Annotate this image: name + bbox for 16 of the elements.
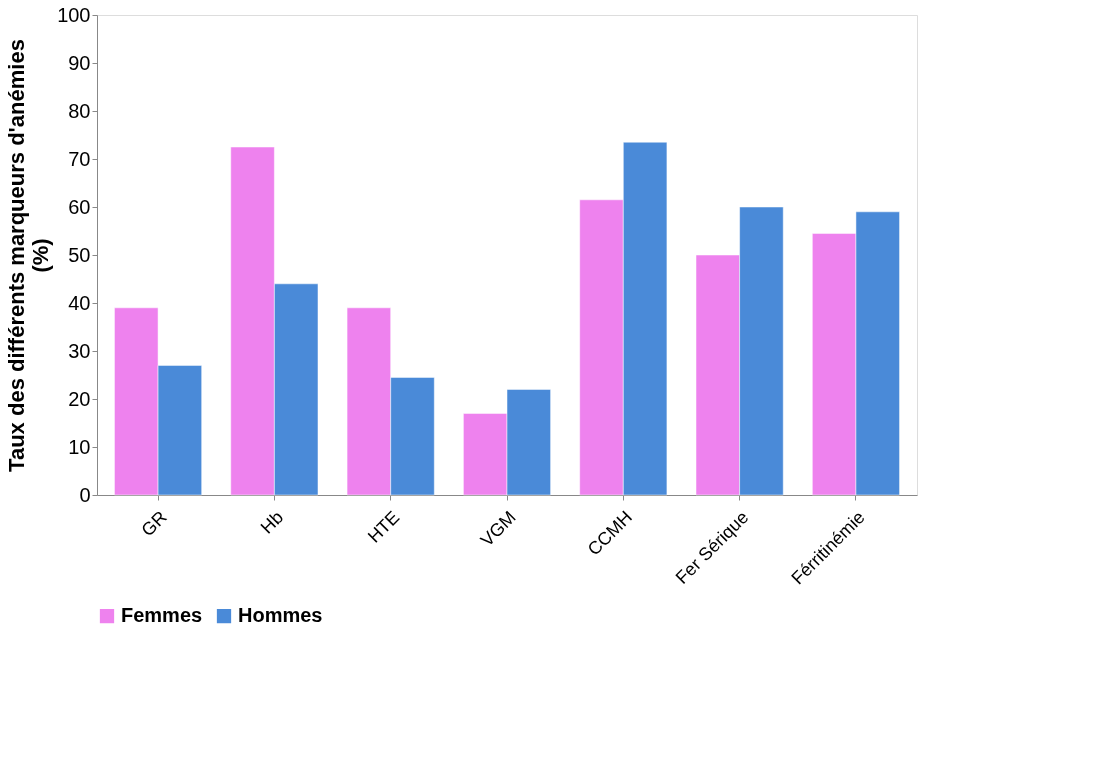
y-tick-label: 100 xyxy=(57,3,91,26)
y-tick-label: 10 xyxy=(68,435,91,458)
legend-label: Femmes xyxy=(121,604,203,627)
y-tick-label: 90 xyxy=(68,51,91,74)
y-tick-label: 60 xyxy=(68,195,91,218)
y-tick-label: 70 xyxy=(68,147,91,170)
x-tick-label: Hb xyxy=(256,507,288,538)
y-axis-title: Taux des différents marqueurs d'anémies (%) xyxy=(4,39,54,472)
legend-label: Hommes xyxy=(238,604,323,627)
y-tick-label: 0 xyxy=(79,483,91,506)
x-tick-label: GR xyxy=(137,507,171,541)
y-tick-label: 40 xyxy=(68,291,91,314)
y-tick-label: 80 xyxy=(68,99,91,122)
y-tick-label: 50 xyxy=(68,243,91,266)
y-tick-label: 20 xyxy=(68,387,91,410)
y-tick-label: 30 xyxy=(68,339,91,362)
